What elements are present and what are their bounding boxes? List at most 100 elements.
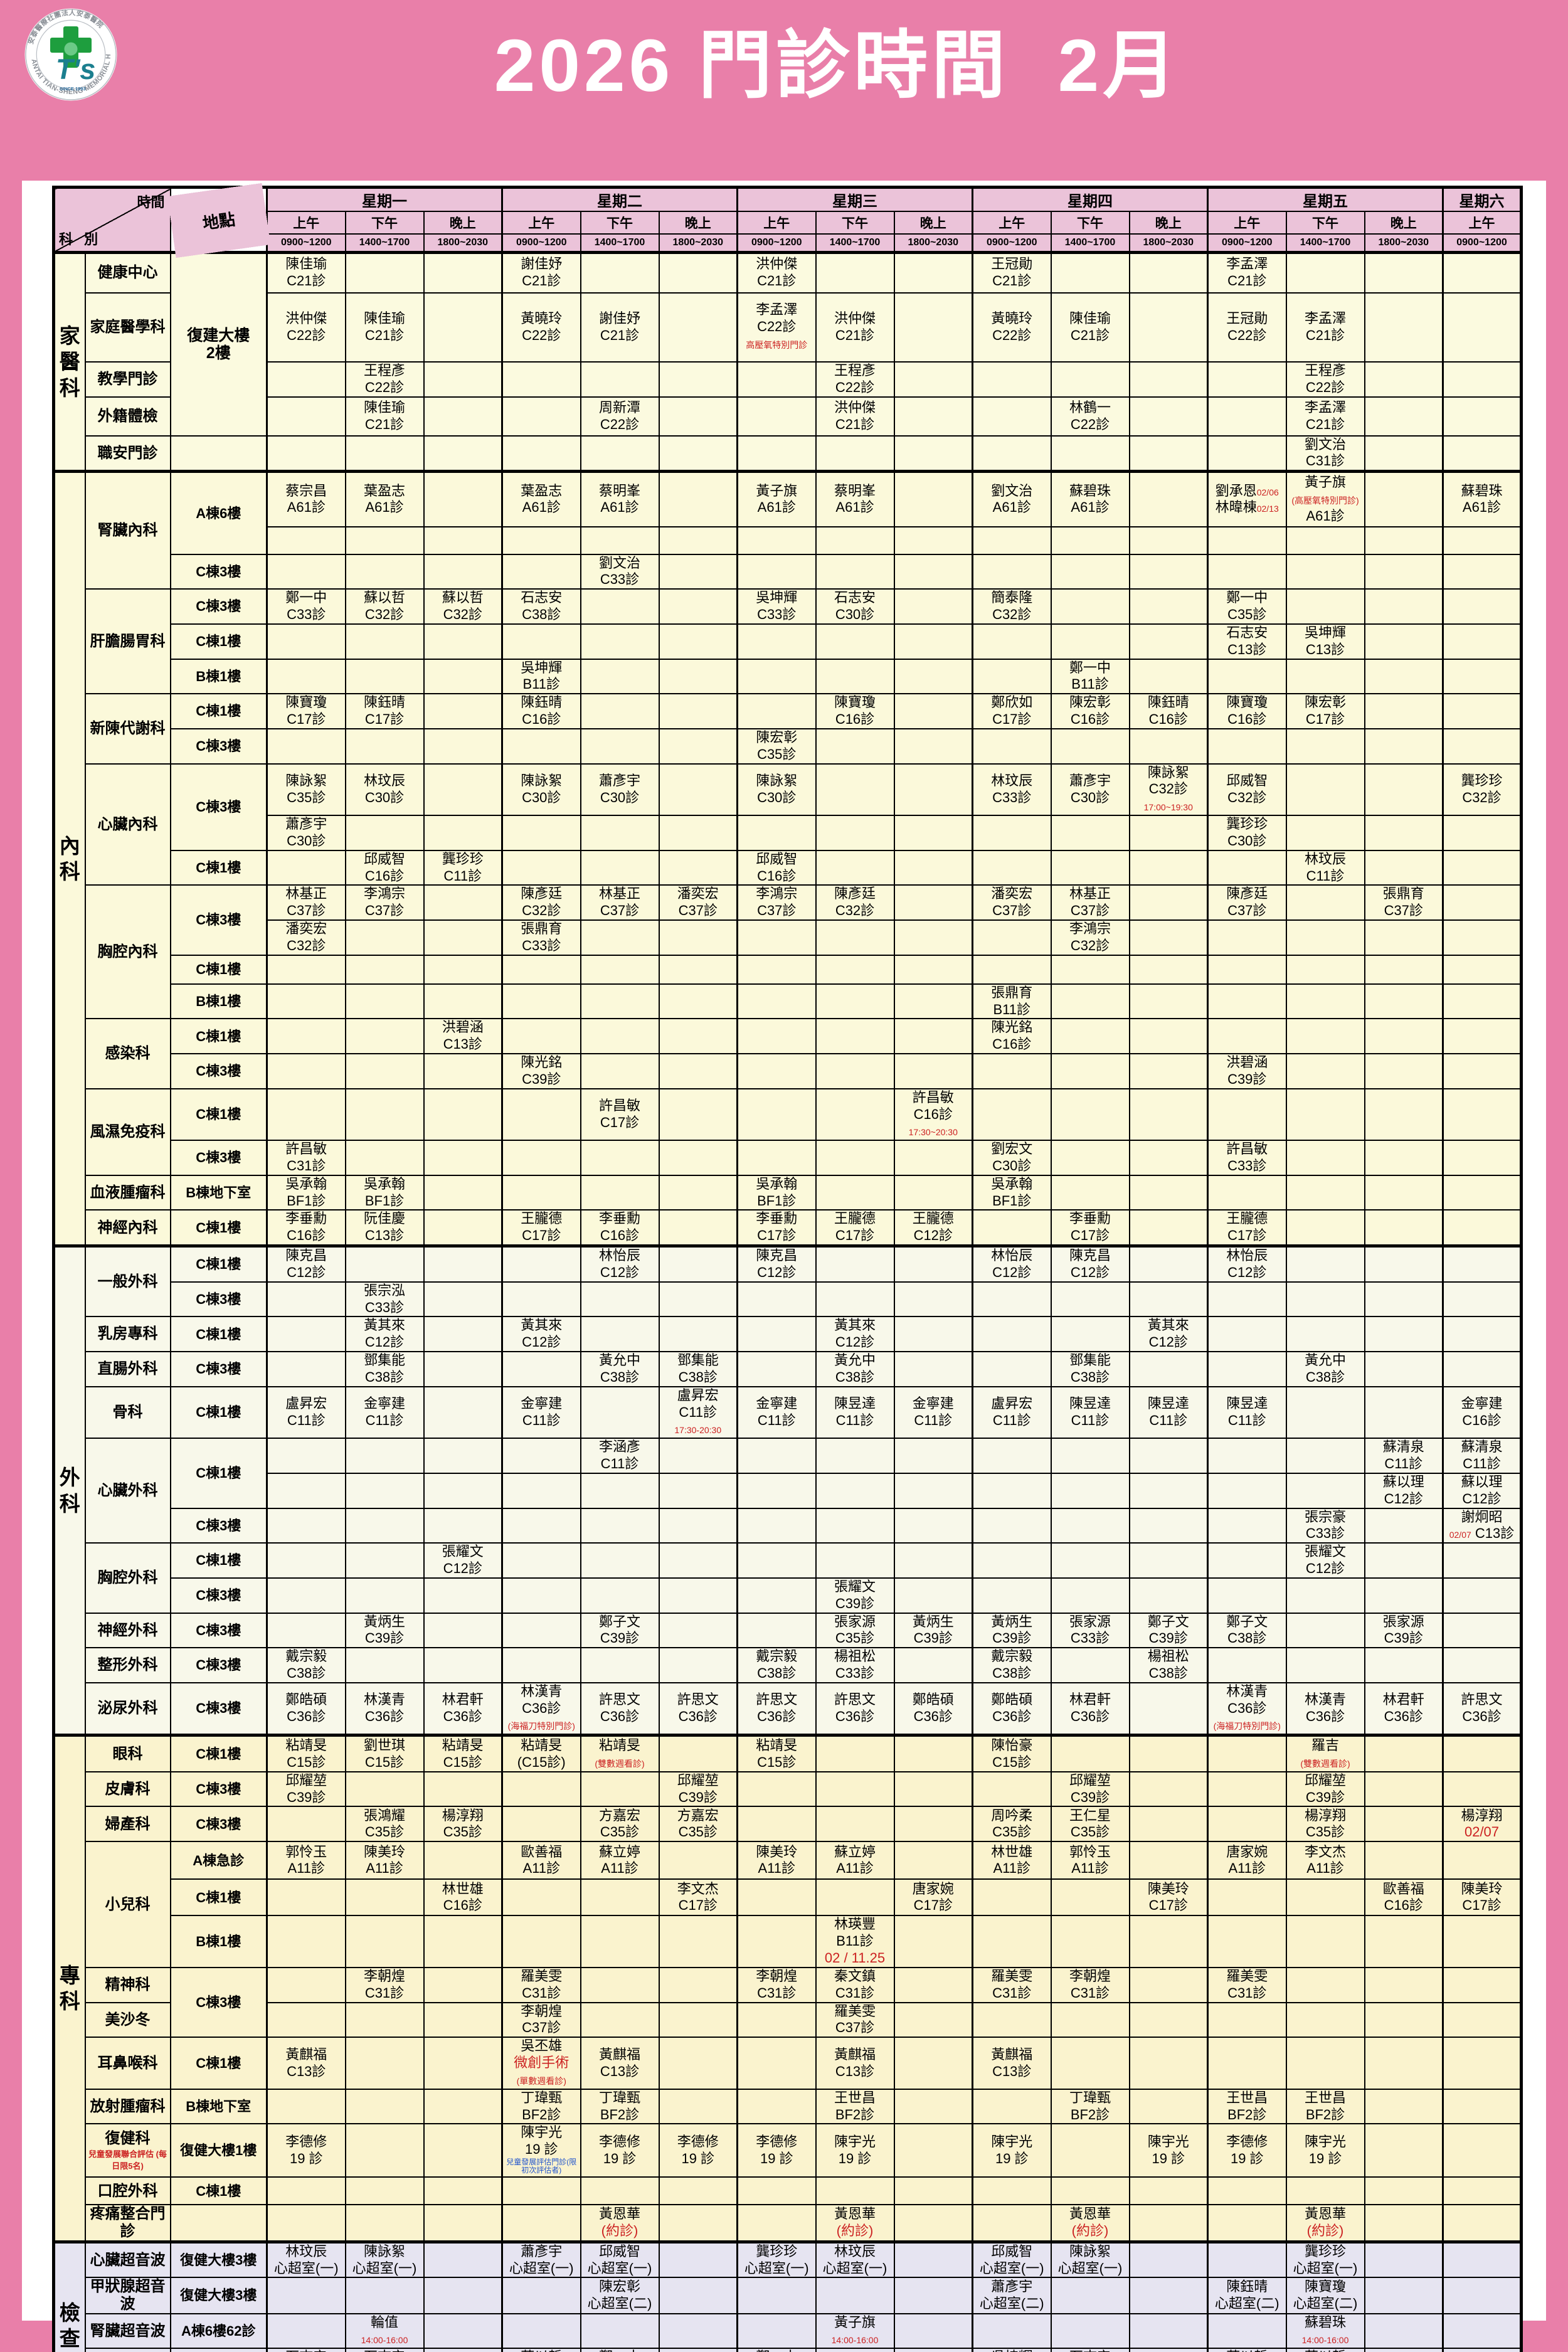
title-month: 2月 — [1057, 24, 1181, 107]
schedule-cell: 楊祖松 C33診 — [815, 1647, 895, 1683]
schedule-row: 腎臟超音波 A棟6樓62診 輪值 14:00-16:00 黃子旗 14:00-16:00 蘇… — [54, 2312, 1522, 2349]
schedule-cell — [501, 526, 581, 555]
schedule-cell — [1128, 2088, 1209, 2125]
schedule-cell — [1442, 361, 1522, 398]
schedule-cell — [423, 1647, 503, 1683]
schedule-cell — [1050, 2312, 1130, 2349]
schedule-row: 疼痛整合門診 黃恩華 (約診) 黃恩華 (約診) 黃恩華 (約診) 黃恩華 (約診) — [54, 2204, 1522, 2243]
schedule-cell — [1128, 292, 1209, 363]
schedule-cell — [1128, 815, 1209, 851]
schedule-cell — [344, 526, 425, 555]
schedule-cell — [1128, 919, 1209, 956]
schedule-cell: 李文杰 A11診 — [1285, 1841, 1365, 1880]
schedule-cell — [972, 1351, 1052, 1387]
schedule-cell — [1050, 728, 1130, 765]
schedule-cell — [580, 588, 660, 625]
schedule-cell — [658, 1438, 738, 1474]
schedule-cell: 李垂勳 C17診 — [736, 1209, 817, 1247]
schedule-cell: 黃麒福 C13診 — [580, 2037, 660, 2090]
schedule-cell — [580, 1385, 660, 1439]
day-header-1: 星期二 — [501, 186, 738, 212]
corner-time-label: 時間 — [137, 194, 165, 210]
schedule-cell — [1128, 2001, 1209, 2038]
dept-cell: 整形外科 — [84, 1647, 171, 1683]
schedule-cell — [972, 2001, 1052, 2038]
dept-cell: 疼痛整合門診 — [84, 2204, 171, 2243]
schedule-cell — [501, 396, 581, 437]
schedule-cell — [423, 1472, 503, 1509]
schedule-row: 外科一般外科 C棟1樓 陳克昌 C12診 林怡辰 C12診 陳克昌 C12診 林怡辰 C12診 陳克… — [53, 1244, 1522, 1736]
time-header: 1800~2030 — [658, 233, 738, 253]
schedule-cell — [736, 919, 817, 956]
location-cell: C棟1樓 — [169, 954, 268, 985]
schedule-cell: 王程彥 C22診 — [1285, 361, 1365, 398]
schedule-cell — [1442, 849, 1522, 886]
schedule-cell — [815, 763, 895, 817]
schedule-cell — [344, 1244, 425, 1283]
schedule-cell — [1442, 1174, 1522, 1211]
schedule-cell — [423, 2204, 503, 2243]
location-cell: C棟3樓 — [169, 1647, 268, 1683]
schedule-cell: 楊淳翔 02/07 — [1442, 1806, 1522, 1843]
schedule-cell — [658, 1915, 738, 1968]
schedule-cell — [1442, 1841, 1522, 1880]
schedule-cell: 陳詠絮 C30診 — [501, 763, 581, 817]
schedule-cell — [1364, 553, 1444, 590]
schedule-cell — [815, 1806, 895, 1843]
schedule-cell — [1364, 2240, 1444, 2279]
schedule-cell: 陳怡豪 C15診 — [972, 1734, 1052, 1772]
schedule-cell — [501, 1878, 581, 1917]
schedule-cell — [1128, 1734, 1209, 1772]
schedule-cell: 粘靖旻 C15診 — [423, 1734, 503, 1772]
schedule-cell: 鄧集能 C38診 — [344, 1351, 425, 1387]
schedule-cell: 王朧德 C17診 — [1207, 1209, 1287, 1247]
schedule-cell: 蘇以理 C12診 — [1364, 1472, 1444, 1509]
slot-header: 晚上 — [423, 211, 503, 235]
schedule-cell — [736, 1915, 817, 1968]
schedule-cell — [736, 1018, 817, 1055]
schedule-cell: 蘇碧珠 A61診 — [1050, 470, 1130, 527]
schedule-cell — [1050, 1438, 1130, 1474]
schedule-row: 耳鼻喉科 C棟1樓 黃麒福 C13診 吳丕雄 微創手術 (單數週看診) 黃麒福 C13診 黃麒福 C… — [54, 2037, 1522, 2090]
schedule-cell — [266, 1878, 346, 1917]
schedule-cell — [1207, 1018, 1287, 1055]
schedule-cell — [1207, 1915, 1287, 1968]
slot-header: 上午 — [972, 211, 1052, 235]
schedule-cell — [501, 728, 581, 765]
schedule-cell — [658, 1316, 738, 1353]
schedule-cell — [423, 1385, 503, 1439]
schedule-row: 職安門診 劉文治 C31診 — [54, 435, 1522, 472]
schedule-cell: 陳佳瑜 C21診 — [1050, 292, 1130, 363]
schedule-cell: 吳承翰 BF1診 — [736, 1174, 817, 1211]
schedule-cell: 郭怜玉 A11診 — [266, 1841, 346, 1880]
schedule-cell — [1364, 1281, 1444, 1318]
schedule-cell: 黃麒福 C13診 — [266, 2037, 346, 2090]
schedule-cell — [1128, 1174, 1209, 1211]
schedule-cell — [1050, 1281, 1130, 1318]
schedule-cell — [1442, 1140, 1522, 1176]
schedule-cell: 黃其來 C12診 — [344, 1316, 425, 1353]
schedule-cell — [1442, 1577, 1522, 1614]
schedule-cell — [736, 1806, 817, 1843]
schedule-cell — [1442, 526, 1522, 555]
schedule-cell — [1364, 2204, 1444, 2243]
schedule-cell — [893, 728, 973, 765]
schedule-row — [54, 526, 1522, 555]
schedule-cell: 黃子旗 14:00-16:00 — [815, 2312, 895, 2349]
dept-note: 兒童發展聯合評估 (每日限5名) — [88, 2149, 167, 2171]
schedule-cell — [1442, 1018, 1522, 1055]
schedule-cell — [580, 1472, 660, 1509]
schedule-cell — [815, 526, 895, 555]
schedule-cell: 葉盈志 A61診 — [344, 470, 425, 527]
schedule-cell — [1285, 1385, 1365, 1439]
schedule-cell: 劉文治 A61診 — [972, 470, 1052, 527]
schedule-cell: 王冠勛 C21診 — [972, 251, 1052, 294]
schedule-cell: 李朝煌 C31診 — [344, 1966, 425, 2003]
schedule-cell — [1128, 1806, 1209, 1843]
location-cell: B棟1樓 — [169, 1915, 268, 1968]
schedule-cell: 陳克昌 C12診 — [266, 1244, 346, 1283]
schedule-cell — [580, 1018, 660, 1055]
schedule-cell — [344, 2037, 425, 2090]
schedule-cell — [1050, 1542, 1130, 1579]
schedule-cell — [1364, 361, 1444, 398]
